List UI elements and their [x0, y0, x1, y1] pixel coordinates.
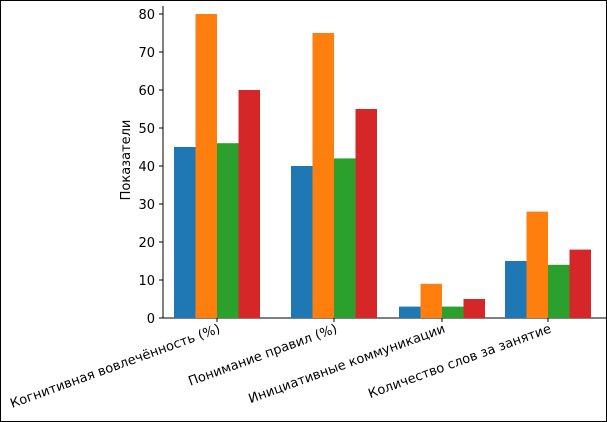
bar-2-cat-3 [420, 283, 442, 318]
y-tick-label: 50 [138, 122, 155, 137]
y-tick-label: 30 [138, 198, 155, 213]
y-tick-label: 80 [138, 8, 155, 23]
bar-4-cat-3 [463, 299, 485, 318]
x-ticks: Когнитивная вовлечённость (%)Понимание п… [8, 318, 553, 412]
bar-2-cat-2 [312, 33, 334, 318]
bar-3-cat-2 [334, 158, 356, 318]
y-tick-label: 10 [138, 274, 155, 289]
y-tick-label: 0 [147, 312, 155, 327]
y-tick-label: 20 [138, 236, 155, 251]
bar-3-cat-4 [548, 264, 570, 318]
y-tick-label: 70 [138, 46, 155, 61]
bar-4-cat-4 [569, 249, 591, 318]
bar-4-cat-2 [355, 109, 377, 318]
bar-2-cat-1 [195, 14, 217, 318]
bar-1-cat-3 [399, 306, 421, 318]
bar-1-cat-1 [174, 147, 196, 318]
y-tick-label: 60 [138, 84, 155, 99]
x-tick-label: Инициативные коммуникации [247, 322, 448, 407]
bar-4-cat-1 [238, 90, 260, 318]
bar-3-cat-1 [217, 143, 239, 318]
bar-3-cat-3 [442, 306, 464, 318]
bar-1-cat-2 [291, 166, 313, 318]
bar-2-cat-4 [526, 211, 548, 318]
y-ticks: 0 10 20 30 40 50 60 70 80 [138, 8, 163, 327]
bar-1-cat-4 [505, 261, 527, 318]
bars-group [174, 14, 591, 318]
x-tick-label: Количество слов за занятие [366, 322, 553, 402]
x-tick-label: Когнитивная вовлечённость (%) [8, 322, 222, 412]
y-tick-label: 40 [138, 160, 155, 175]
y-axis-label: Показатели [119, 120, 134, 201]
